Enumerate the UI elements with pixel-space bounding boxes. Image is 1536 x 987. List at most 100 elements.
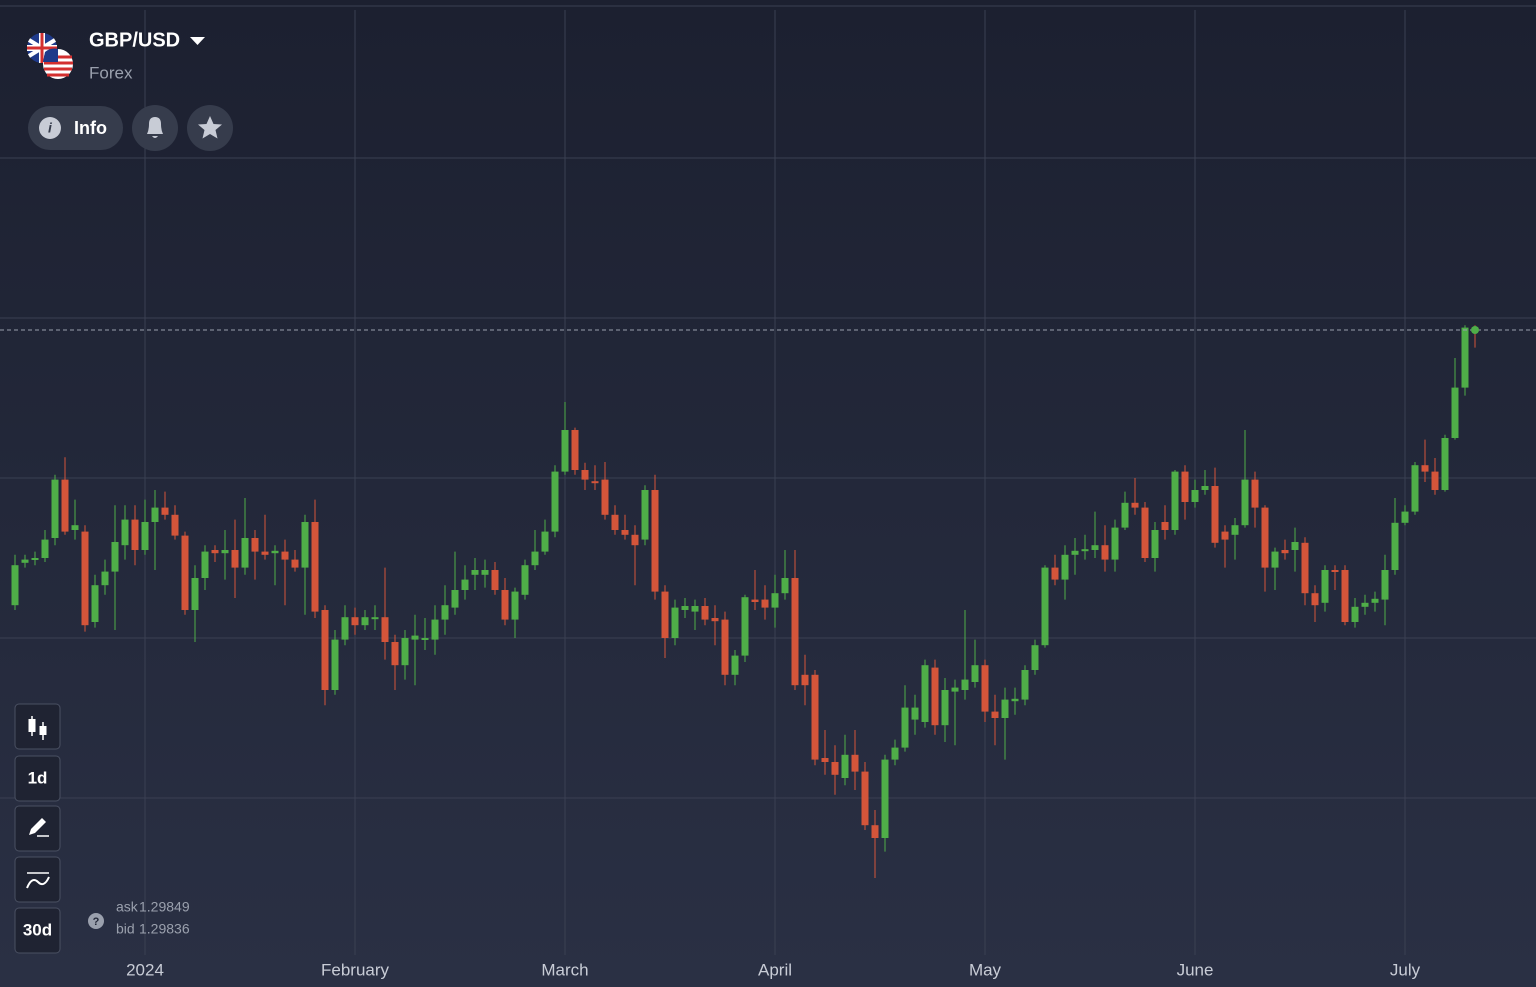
candle-body: [251, 538, 259, 552]
candle-body: [411, 635, 419, 640]
candle-body: [681, 606, 689, 610]
candle-body: [531, 551, 539, 566]
candle-body: [1231, 525, 1239, 535]
candle-body: [1071, 550, 1079, 555]
candle-body: [1351, 606, 1359, 622]
candle-body: [831, 762, 839, 775]
candle-body: [561, 430, 569, 472]
candle-body: [1431, 471, 1439, 490]
candle-body: [841, 754, 849, 778]
candle-body: [1361, 602, 1369, 607]
candle-body: [1161, 522, 1169, 530]
candle-body: [211, 550, 219, 554]
x-tick-label: March: [541, 960, 588, 979]
candle-body: [1451, 387, 1459, 438]
candle-body: [861, 771, 869, 826]
candle-body: [1141, 507, 1149, 558]
candle-body: [41, 539, 49, 558]
candle-body: [451, 590, 459, 608]
candle-body: [781, 578, 789, 594]
alert-button[interactable]: [132, 105, 178, 151]
candle-body: [911, 707, 919, 720]
candle-body: [991, 711, 999, 718]
period[interactable]: 30d: [23, 920, 52, 939]
candle-body: [141, 522, 149, 550]
candle-body: [1251, 479, 1259, 508]
candle-body: [331, 639, 339, 690]
candle-body: [1221, 531, 1229, 540]
period-button[interactable]: [14, 907, 61, 954]
candle-body: [1151, 530, 1159, 558]
info-button[interactable]: i: [28, 106, 123, 150]
info-label[interactable]: Info: [74, 118, 107, 138]
symbol[interactable]: GBP/USD: [89, 29, 180, 51]
candle-body: [231, 550, 239, 568]
favorite-button[interactable]: [187, 105, 233, 151]
candle-body: [1031, 645, 1039, 670]
candle-body: [661, 591, 669, 638]
candle-body: [481, 570, 489, 575]
candle-body: [221, 550, 229, 554]
help-icon[interactable]: ?: [88, 913, 104, 929]
candle-body: [1261, 507, 1269, 568]
candle-body: [1061, 554, 1069, 580]
candle-body: [921, 665, 929, 722]
draw-button[interactable]: [14, 805, 61, 852]
candle-body: [981, 665, 989, 712]
candle-body: [351, 617, 359, 626]
candle-body: [1021, 670, 1029, 700]
candle-body: [1281, 550, 1289, 554]
candle-body: [1391, 522, 1399, 570]
candle-body: [1331, 570, 1339, 572]
candle-body: [571, 430, 579, 470]
candle-body: [421, 638, 429, 640]
candle-body: [551, 471, 559, 532]
candle-body: [1101, 545, 1109, 560]
candle-body: [291, 559, 299, 568]
candle-body: [71, 525, 79, 530]
candle-body: [151, 507, 159, 522]
candle-body: [771, 593, 779, 608]
candle-body: [1121, 502, 1129, 528]
indicator-button[interactable]: [14, 856, 61, 903]
candle-body: [1291, 542, 1299, 550]
candle-body: [471, 570, 479, 575]
candle-body: [161, 507, 169, 515]
candle-body: [1311, 593, 1319, 606]
candle-body: [1371, 598, 1379, 603]
candle-body: [1131, 502, 1139, 508]
candle-body: [261, 551, 269, 555]
timeframe[interactable]: 1d: [28, 768, 48, 787]
candle-body: [641, 490, 649, 540]
candle-body: [501, 590, 509, 620]
candle-body: [691, 606, 699, 612]
symbol-dropdown[interactable]: [190, 37, 205, 45]
candle-body: [1011, 698, 1019, 702]
candle-body: [281, 551, 289, 560]
candle-body: [1201, 486, 1209, 490]
chart-type-button[interactable]: [14, 703, 61, 750]
candle-body: [11, 565, 19, 606]
candle-body: [901, 707, 909, 748]
candle-body: [321, 610, 329, 690]
bid-label: bid: [116, 921, 135, 937]
plot-area: 2024 February March April May June July: [0, 10, 1536, 979]
candle-body: [621, 530, 629, 535]
candle-body: [431, 619, 439, 640]
bid-price: 1.29836: [139, 921, 190, 937]
candle-body: [1421, 465, 1429, 472]
candle-body: [611, 514, 619, 530]
x-tick-label: February: [321, 960, 390, 979]
candle-body: [201, 551, 209, 578]
x-tick-label: May: [969, 960, 1002, 979]
candle-body: [711, 618, 719, 622]
candle-body: [401, 638, 409, 666]
candle-body: [191, 578, 199, 610]
timeframe-button[interactable]: [14, 755, 61, 802]
candle-body: [851, 754, 859, 772]
candle-body: [91, 585, 99, 622]
candle-body: [751, 599, 759, 602]
candle-body: [1091, 545, 1099, 550]
